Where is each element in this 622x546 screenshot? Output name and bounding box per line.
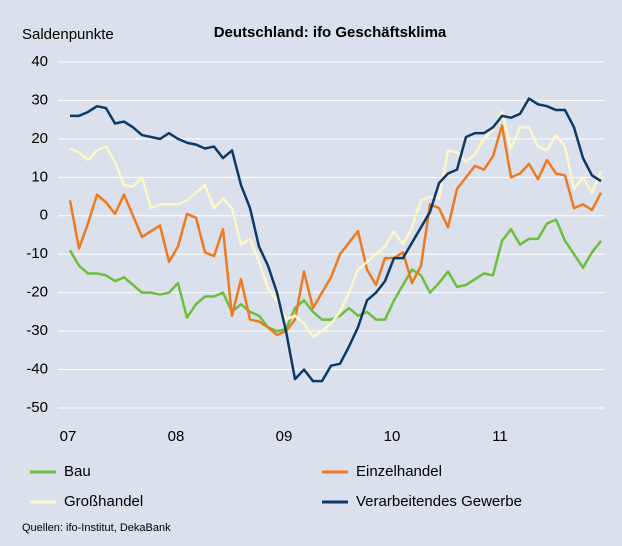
- y-tick-label: 10: [31, 168, 48, 185]
- series-line: [70, 97, 602, 383]
- legend-label: Großhandel: [64, 493, 143, 510]
- y-tick-label: -30: [26, 322, 48, 339]
- legend-label: Einzelhandel: [356, 463, 442, 480]
- y-tick-label: 20: [31, 130, 48, 147]
- y-tick-label: -20: [26, 284, 48, 301]
- legend-label: Bau: [64, 463, 91, 480]
- chart-title: Deutschland: ifo Geschäftsklima: [214, 24, 447, 41]
- x-tick-label: 10: [384, 428, 401, 445]
- source: Quellen: ifo-Institut, DekaBank: [22, 522, 171, 534]
- x-tick-label: 11: [492, 428, 508, 445]
- series-line: [68, 124, 603, 337]
- y-tick-label: -50: [26, 399, 48, 416]
- y-axis-label: Saldenpunkte: [22, 26, 114, 43]
- x-tick-label: 09: [276, 428, 293, 445]
- y-tick-label: 40: [31, 53, 48, 70]
- x-tick-label: 08: [168, 428, 185, 445]
- y-tick-label: -10: [26, 245, 48, 262]
- y-tick-label: 30: [31, 91, 48, 108]
- y-tick-label: -40: [26, 361, 48, 378]
- series-line: [69, 110, 603, 339]
- legend-label: Verarbeitendes Gewerbe: [356, 493, 522, 510]
- y-tick-label: 0: [40, 207, 48, 224]
- x-tick-label: 07: [60, 428, 77, 445]
